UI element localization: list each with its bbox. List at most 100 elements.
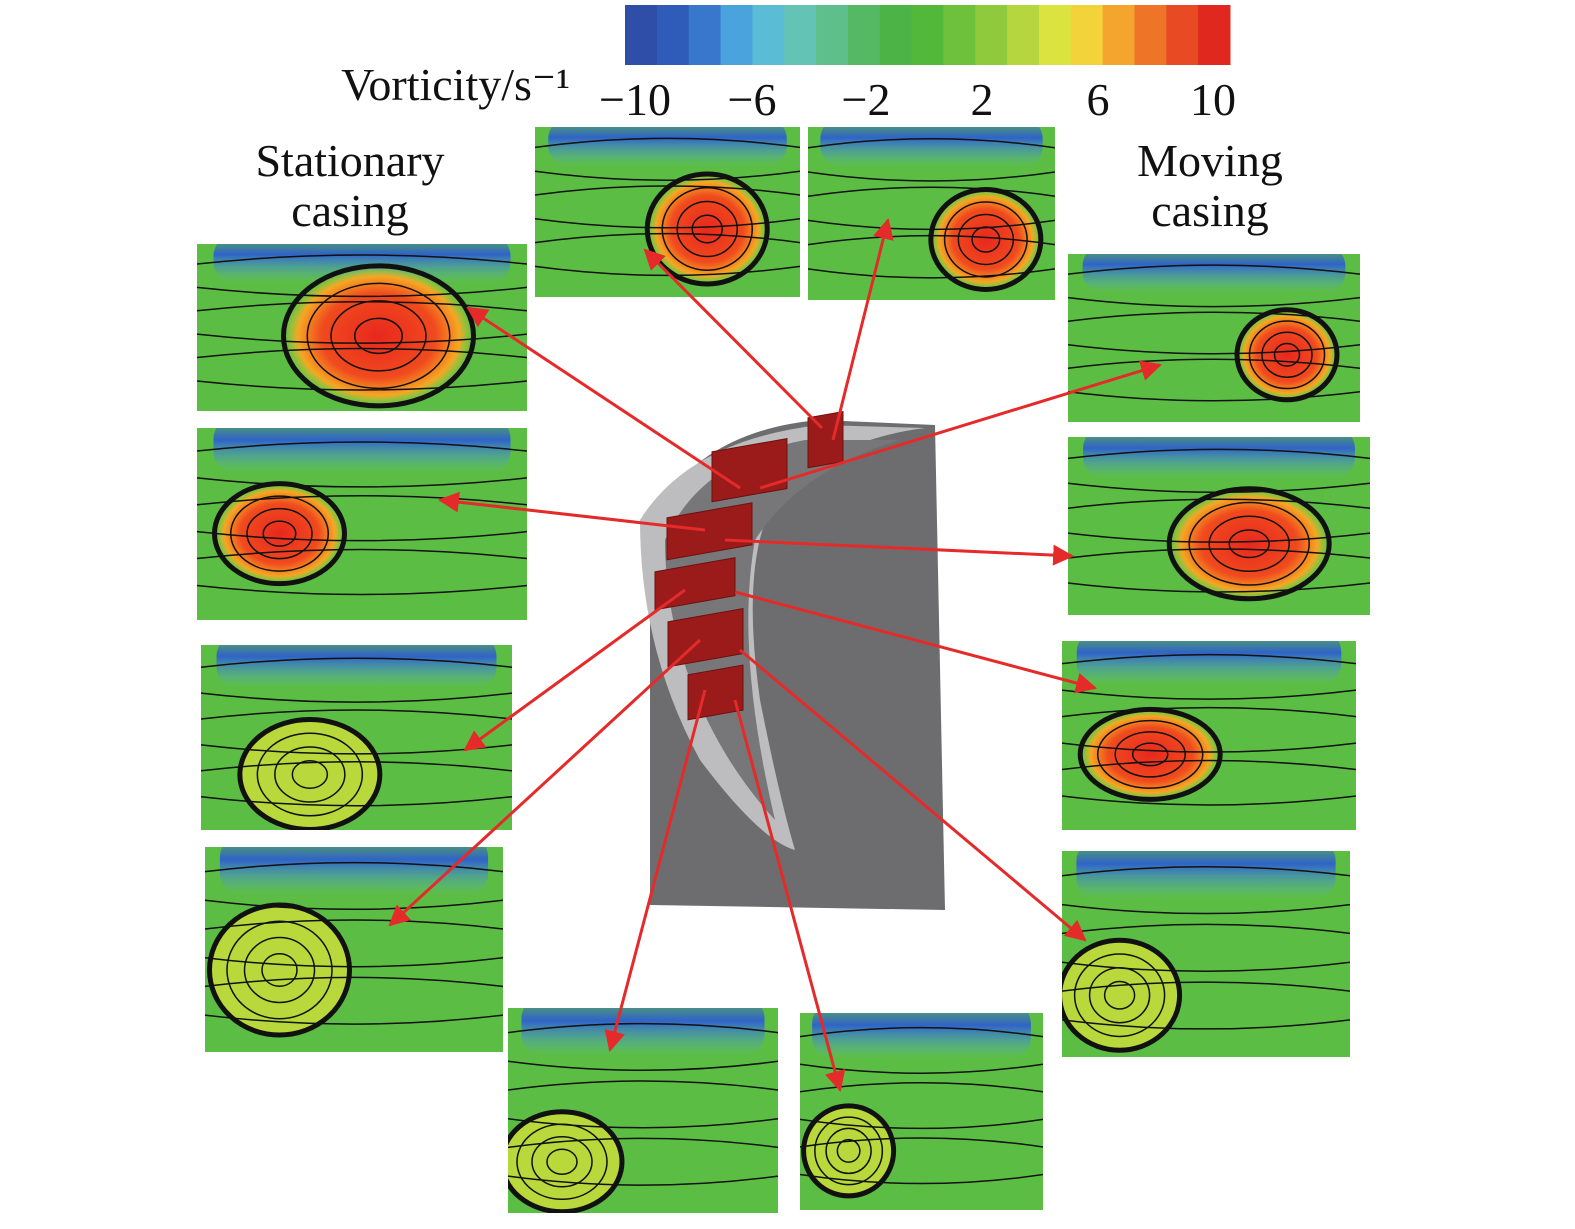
arrow — [734, 590, 1098, 694]
panel-content — [808, 127, 1055, 300]
streamline — [808, 186, 1055, 197]
low-vorticity-band — [521, 1008, 765, 1056]
vortex-streamline — [306, 282, 451, 390]
vortex-streamline — [237, 717, 383, 830]
streamline — [1062, 865, 1350, 877]
colorbar-label: Vorticity/s⁻¹ — [341, 59, 570, 110]
vortex-core — [508, 1111, 622, 1212]
arrow — [643, 248, 824, 430]
streamline — [808, 138, 1055, 149]
arrow — [388, 638, 702, 927]
flow-panel — [1062, 851, 1350, 1057]
vortex-streamline — [508, 1109, 625, 1213]
colorbar-tick-label: 2 — [971, 74, 994, 125]
streamline — [197, 441, 527, 452]
colorbar-cell — [720, 5, 753, 65]
streamline — [1068, 343, 1360, 355]
streamline — [535, 137, 800, 149]
streamline — [535, 170, 800, 181]
vortex-streamline — [1114, 731, 1186, 778]
streamline — [1062, 1019, 1350, 1030]
arrow — [466, 306, 741, 490]
low-vorticity-band — [1082, 254, 1346, 293]
low-vorticity-band — [213, 244, 511, 283]
flow-panel — [197, 244, 527, 411]
panel-content — [197, 244, 527, 411]
streamline — [205, 976, 503, 988]
colorbar-cell — [1070, 5, 1104, 65]
streamline — [197, 380, 527, 391]
streamline — [1062, 961, 1350, 972]
colorbar-cell — [625, 5, 658, 65]
vortex-streamline — [274, 746, 346, 803]
panel-content — [197, 428, 527, 620]
vortex-streamline — [226, 920, 333, 1020]
panel-content — [1068, 254, 1360, 422]
vortex-streamline — [1273, 342, 1301, 367]
arrow — [733, 699, 846, 1093]
vortex-streamline — [1103, 980, 1136, 1010]
flow-panel — [1062, 641, 1356, 830]
flow-panel — [800, 1013, 1043, 1210]
streamline — [508, 1080, 778, 1091]
vortex-streamline — [836, 1138, 861, 1163]
streamline — [1062, 653, 1356, 665]
colorbar-cell — [1038, 5, 1072, 65]
low-vorticity-band — [820, 127, 1043, 167]
low-vorticity-band — [1083, 437, 1355, 478]
vortex-streamline — [262, 520, 297, 547]
streamline — [201, 795, 512, 807]
flow-panel — [1068, 437, 1370, 615]
colorbar-cell — [1102, 5, 1135, 65]
colorbar-cell — [752, 5, 785, 65]
vortex-core — [1237, 309, 1337, 400]
colorbar-cell — [975, 5, 1008, 65]
vortex-core — [283, 265, 474, 406]
colorbar — [625, 5, 1231, 65]
streamline — [1068, 548, 1370, 559]
streamline — [800, 1137, 1043, 1148]
colorbar-cell — [847, 5, 881, 65]
colorbar-cell — [943, 5, 976, 65]
colorbar-tick-label: −2 — [842, 74, 891, 125]
streamline — [800, 1063, 1043, 1074]
stationary-label: Stationary — [255, 135, 444, 186]
vortex-streamline — [661, 187, 753, 271]
streamline — [197, 530, 527, 542]
streamline — [197, 333, 527, 344]
vortex-streamline — [291, 760, 329, 789]
colorbar-cell — [688, 5, 722, 65]
vortex-core — [930, 189, 1041, 290]
panel-content — [205, 847, 503, 1052]
panel-content — [535, 127, 800, 297]
streamline — [205, 956, 503, 968]
panel-content — [1062, 851, 1350, 1057]
streamline — [800, 1026, 1043, 1038]
arrow — [724, 538, 1075, 566]
low-vorticity-band — [213, 428, 511, 473]
vortex-streamline — [212, 481, 347, 587]
colorbar-tick-label: −10 — [599, 74, 671, 125]
vortex-core — [209, 905, 350, 1035]
colorbar-cell — [1134, 5, 1167, 65]
vortex-streamline — [1073, 953, 1166, 1038]
vortex-streamline — [330, 300, 427, 372]
vortex-streamline — [971, 226, 1001, 253]
low-vorticity-band — [812, 1013, 1031, 1059]
streamline — [197, 301, 527, 312]
vortex-streamline — [354, 317, 403, 355]
arrow — [759, 360, 1163, 490]
streamline — [197, 286, 527, 298]
vortex-streamline — [246, 507, 313, 560]
streamline — [201, 709, 512, 720]
arrow — [463, 588, 686, 752]
vortex-core — [1080, 709, 1221, 800]
streamline — [197, 477, 527, 488]
measurement-plane — [666, 502, 753, 561]
vortex-streamline — [1228, 529, 1270, 559]
flow-panel — [535, 127, 800, 297]
streamline — [1062, 689, 1356, 700]
vortex-streamline — [256, 732, 364, 817]
arrow — [739, 648, 1087, 942]
